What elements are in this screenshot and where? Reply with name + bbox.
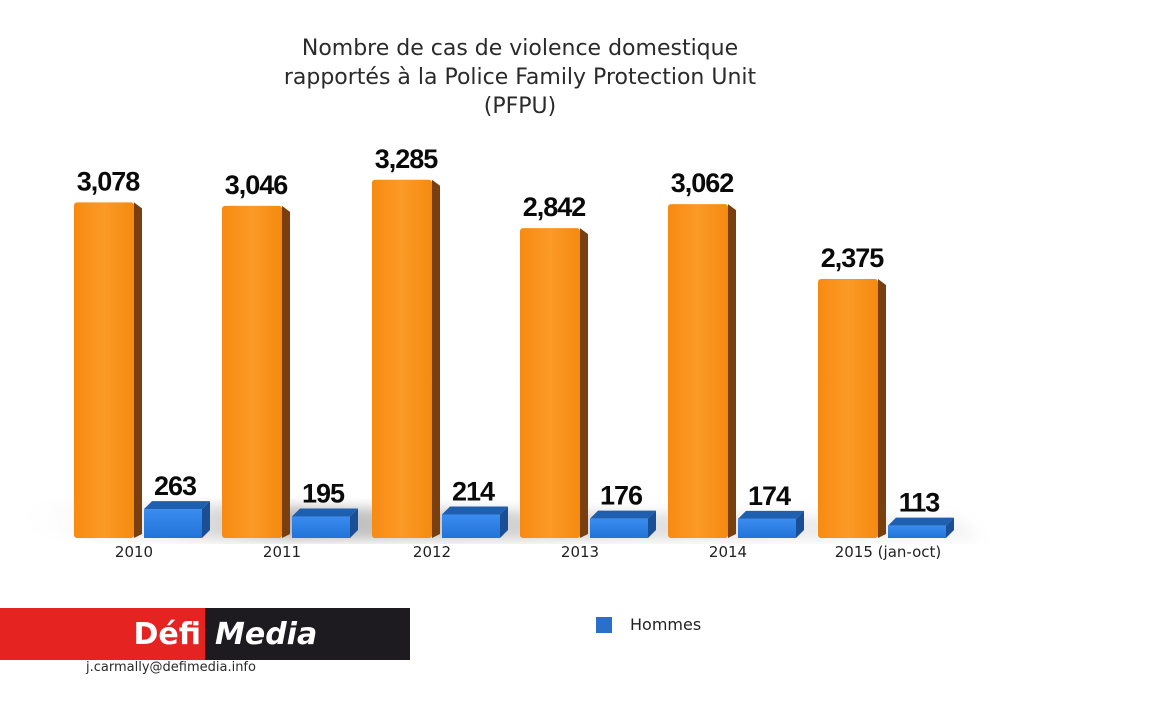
- x-tick-2013: 2013: [561, 543, 599, 561]
- bar-top: [888, 517, 954, 526]
- x-tick-2011: 2011: [263, 543, 301, 561]
- chart-title-line-1: Nombre de cas de violence domestique: [301, 36, 739, 61]
- bar-side: [648, 510, 656, 538]
- logo-text-media: Media: [215, 616, 318, 652]
- bar-side: [134, 202, 142, 538]
- data-label-hommes-2011: 195: [302, 479, 345, 509]
- bar-hommes-2010: [144, 501, 210, 538]
- data-label-hommes-2010: 263: [154, 471, 197, 501]
- legend-label-hommes: Hommes: [630, 615, 702, 634]
- bar-hommes-2014: [738, 510, 804, 538]
- bar-femmes-2013: [520, 228, 588, 538]
- bar-top: [738, 510, 804, 519]
- data-label-hommes-2013: 176: [600, 481, 643, 511]
- data-label-hommes-2015-jan-oct: 113: [899, 488, 941, 518]
- bar-side: [500, 506, 508, 538]
- bar-front: [668, 204, 728, 539]
- chart-title: Nombre de cas de violence domestique rap…: [200, 34, 840, 121]
- x-tick-2015-jan-oct: 2015 (jan-oct): [835, 543, 942, 561]
- bar-top: [144, 501, 210, 510]
- bar-front: [144, 509, 202, 538]
- data-label-femmes-2014: 3,062: [671, 168, 734, 198]
- logo-text-defi: Défi: [133, 616, 202, 652]
- bar-hommes-2012: [442, 506, 508, 538]
- legend-swatch-hommes: [596, 616, 612, 633]
- x-tick-2014: 2014: [709, 543, 747, 561]
- bar-side: [432, 179, 440, 539]
- logo-dark-block: Media: [205, 608, 410, 660]
- bar-front: [818, 279, 878, 538]
- data-label-hommes-2012: 214: [452, 476, 495, 506]
- bar-femmes-2012: [372, 179, 440, 539]
- data-label-femmes-2010: 3,078: [77, 166, 141, 196]
- defi-media-logo: Défi Media: [0, 608, 410, 660]
- x-tick-2010: 2010: [115, 543, 153, 561]
- bar-chart: 3,078 263 3,046 195 3,285 214 2,842 176 3,062 174…: [0, 144, 980, 561]
- bar-front: [222, 205, 282, 538]
- author-email: j.carmally@defimedia.info: [86, 660, 256, 675]
- chart-title-line-3: (PFPU): [483, 94, 557, 119]
- bar-front: [442, 514, 500, 538]
- bar-front: [520, 228, 580, 538]
- logo-red-block: Défi: [0, 608, 205, 660]
- bar-femmes-2011: [222, 205, 290, 538]
- bar-front: [590, 518, 648, 538]
- bar-side: [878, 279, 886, 538]
- bar-front: [888, 525, 946, 538]
- x-tick-2012: 2012: [413, 543, 451, 561]
- bar-femmes-2014: [668, 204, 736, 539]
- bar-side: [350, 508, 358, 538]
- bar-side: [580, 228, 588, 538]
- data-label-femmes-2012: 3,285: [375, 144, 439, 174]
- bars-group: [74, 179, 954, 539]
- bar-hommes-2011: [292, 508, 358, 538]
- data-label-femmes-2015-jan-oct: 2,375: [821, 243, 885, 273]
- bar-front: [372, 179, 432, 539]
- bar-top: [590, 510, 656, 519]
- bar-hommes-2013: [590, 510, 656, 538]
- labels-group: 3,078 263 3,046 195 3,285 214 2,842 176 3,062 174…: [77, 144, 942, 518]
- bar-front: [74, 202, 134, 538]
- bar-front: [738, 518, 796, 538]
- bar-femmes-2015-jan-oct: [818, 279, 886, 538]
- bar-side: [282, 205, 290, 538]
- bar-side: [728, 204, 736, 539]
- legend: Hommes: [596, 615, 701, 634]
- bar-side: [796, 510, 804, 538]
- bar-side: [202, 501, 210, 538]
- bar-top: [292, 508, 358, 517]
- chart-title-line-2: rapportés à la Police Family Protection …: [283, 65, 757, 90]
- data-label-femmes-2011: 3,046: [225, 170, 289, 200]
- bar-top: [442, 506, 508, 515]
- bar-hommes-2015-jan-oct: [888, 517, 954, 538]
- data-label-hommes-2014: 174: [748, 481, 791, 511]
- data-label-femmes-2013: 2,842: [523, 192, 586, 222]
- bar-side: [946, 517, 954, 538]
- bar-femmes-2010: [74, 202, 142, 538]
- x-axis-ticks: 2010 2011 2012 2013 2014 2015 (jan-oct): [115, 543, 941, 561]
- bar-front: [292, 516, 350, 538]
